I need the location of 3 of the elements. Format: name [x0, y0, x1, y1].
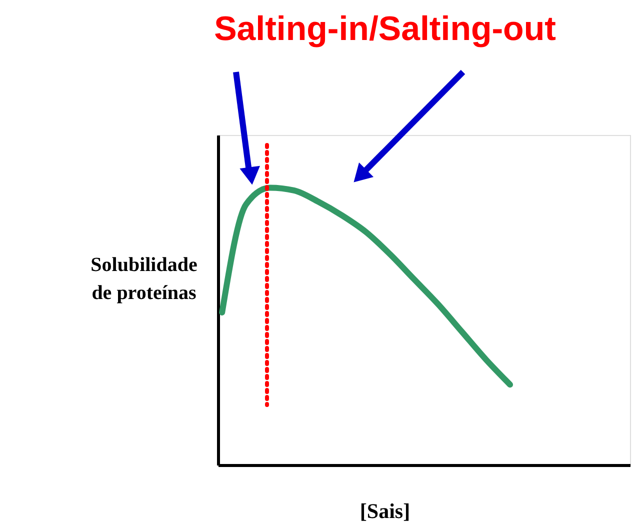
chart-title: Salting-in/Salting-out — [214, 10, 556, 48]
y-axis-title: Solubilidade de proteínas — [90, 254, 198, 304]
x-axis-title: [Sais] — [360, 499, 410, 523]
